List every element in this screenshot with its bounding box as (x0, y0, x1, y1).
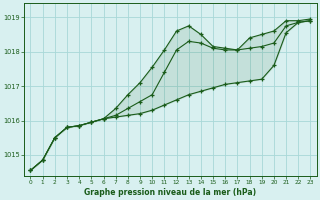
X-axis label: Graphe pression niveau de la mer (hPa): Graphe pression niveau de la mer (hPa) (84, 188, 257, 197)
